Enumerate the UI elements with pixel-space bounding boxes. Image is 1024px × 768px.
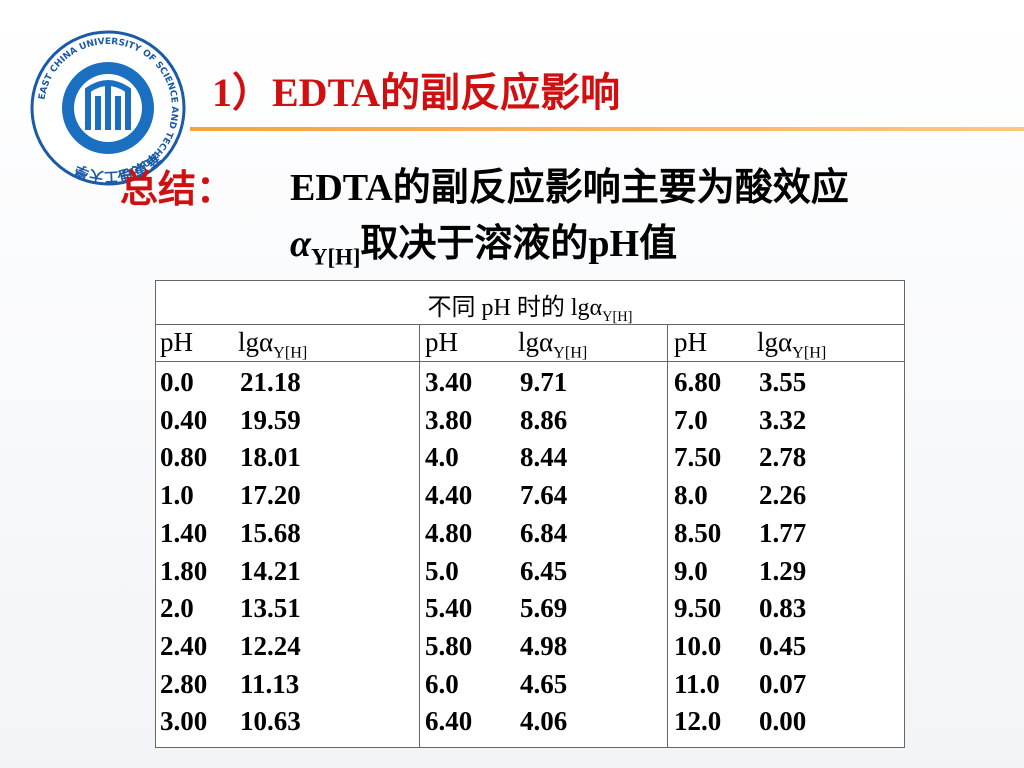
lg-value: 5.69	[520, 593, 568, 624]
lg-value: 19.59	[240, 404, 301, 435]
ph-value: 9.50	[674, 593, 722, 624]
column-header: pH	[674, 327, 707, 357]
ph-value: 6.40	[425, 706, 473, 737]
ph-value: 10.0	[674, 630, 722, 661]
lg-value: 18.01	[240, 442, 301, 473]
ph-value: 3.80	[425, 404, 473, 435]
ph-value: 2.0	[160, 593, 194, 624]
lg-value: 12.24	[240, 630, 301, 661]
caption-text: 不同 pH 时的 lgα	[427, 295, 603, 321]
lg-value: 2.26	[759, 480, 807, 511]
header-text: lgα	[518, 327, 554, 357]
ph-value: 1.80	[160, 555, 208, 586]
ph-value: 11.0	[674, 668, 720, 699]
ph-value: 5.40	[425, 593, 473, 624]
subscript: Y[H]	[553, 343, 588, 362]
ph-value: 7.50	[674, 442, 722, 473]
column-header: lgαY[H]	[757, 327, 826, 362]
lg-value: 4.06	[520, 706, 568, 737]
ph-value: 0.80	[160, 442, 208, 473]
subscript: Y[H]	[311, 244, 361, 270]
subscript: Y[H]	[792, 343, 827, 362]
row-rule	[156, 361, 904, 362]
title: 1）EDTA的副反应影响	[212, 70, 621, 115]
summary-text: 取决于溶液的pH值	[360, 223, 678, 265]
ph-value: 6.80	[674, 367, 722, 397]
alpha: α	[290, 223, 312, 265]
header-text: lgα	[757, 327, 793, 357]
lg-value: 9.71	[520, 367, 568, 397]
ph-value: 3.00	[160, 706, 208, 737]
lg-value: 1.77	[759, 517, 807, 548]
ph-value: 3.40	[425, 367, 473, 397]
ph-value: 12.0	[674, 706, 722, 737]
lg-value: 0.00	[759, 706, 807, 737]
ph-value: 9.0	[674, 555, 708, 586]
summary-label: 总结：	[120, 169, 235, 211]
lg-value: 14.21	[240, 555, 301, 586]
lg-value: 15.68	[240, 517, 301, 548]
lg-value: 13.51	[240, 593, 301, 624]
ph-value: 5.0	[425, 555, 459, 586]
lg-value: 21.18	[240, 367, 301, 397]
summary-line: αY[H]取决于溶液的pH值	[290, 212, 677, 271]
lg-value: 0.83	[759, 593, 807, 624]
column-header: lgαY[H]	[238, 327, 307, 362]
row-rule	[156, 324, 904, 325]
lg-value: 11.13	[240, 668, 300, 699]
ph-value: 4.80	[425, 517, 473, 548]
ph-value: 8.50	[674, 517, 722, 548]
ph-value: 2.80	[160, 668, 208, 699]
table-caption: 不同 pH 时的 lgαY[H]	[156, 287, 904, 326]
ph-value: 1.40	[160, 517, 208, 548]
ph-value: 4.40	[425, 480, 473, 511]
lg-value: 8.44	[520, 442, 568, 473]
table: 不同 pH 时的 lgαY[H] pH lgαY[H] pH lgαY[H] pH lgα…	[155, 280, 905, 748]
ph-value: 5.80	[425, 630, 473, 661]
lg-value: 17.20	[240, 480, 301, 511]
lg-value: 3.55	[759, 367, 807, 397]
lg-value: 0.07	[759, 668, 807, 699]
ph-value: 4.0	[425, 442, 459, 473]
ph-value: 1.0	[160, 480, 194, 511]
lg-value: 0.45	[759, 630, 807, 661]
ph-value: 8.0	[674, 480, 708, 511]
ph-value: 7.0	[674, 404, 708, 435]
subscript: Y[H]	[273, 343, 308, 362]
ph-value: 2.40	[160, 630, 208, 661]
ph-value: 0.0	[160, 367, 194, 397]
subscript: Y[H]	[602, 308, 633, 325]
lg-value: 8.86	[520, 404, 568, 435]
lg-value: 6.84	[520, 517, 568, 548]
column-header: pH	[160, 327, 193, 357]
ph-value: 0.40	[160, 404, 208, 435]
column-header: lgαY[H]	[518, 327, 587, 362]
lg-value: 10.63	[240, 706, 301, 737]
lg-value: 2.78	[759, 442, 807, 473]
header-text: lgα	[238, 327, 274, 357]
title-rule	[190, 127, 1024, 131]
ph-value: 6.0	[425, 668, 459, 699]
summary-line: EDTA的副反应影响主要为酸效应	[290, 167, 849, 209]
lg-value: 6.45	[520, 555, 568, 586]
lg-value: 4.98	[520, 630, 568, 661]
lg-value: 1.29	[759, 555, 807, 586]
lg-value: 7.64	[520, 480, 568, 511]
column-header: pH	[425, 327, 458, 357]
logo: EAST CHINA UNIVERSITY OF SCIENCE AND TEC…	[30, 30, 186, 186]
col-rule	[667, 324, 668, 747]
col-rule	[419, 324, 420, 747]
lg-value: 4.65	[520, 668, 568, 699]
lg-value: 3.32	[759, 404, 807, 435]
